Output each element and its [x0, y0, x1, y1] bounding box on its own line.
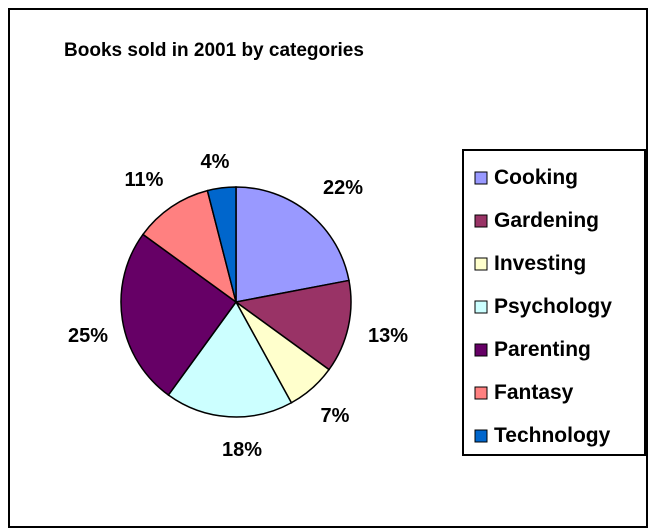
legend-item-investing: Investing — [474, 252, 586, 275]
legend-label-fantasy: Fantasy — [494, 381, 574, 404]
legend-items: Cooking Gardening Investing Psychology Paren… — [474, 166, 612, 447]
pie-slices — [120, 186, 352, 418]
legend-label-psychology: Psychology — [494, 295, 612, 318]
pie-chart: Books sold in 2001 by categories 22% 13% 7… — [64, 40, 646, 461]
legend-label-investing: Investing — [494, 252, 586, 275]
slice-label-cooking: 22% — [323, 177, 363, 199]
slice-label-gardening: 13% — [368, 325, 408, 347]
legend: Cooking Gardening Investing Psychology Paren… — [462, 149, 646, 456]
legend-item-psychology: Psychology — [474, 295, 612, 318]
legend-swatch-gardening — [474, 214, 488, 228]
pie-slice-fantasy — [141, 189, 238, 304]
legend-item-technology: Technology — [474, 424, 611, 447]
legend-label-gardening: Gardening — [494, 209, 599, 232]
legend-item-cooking: Cooking — [474, 166, 578, 189]
legend-label-parenting: Parenting — [494, 338, 591, 361]
pie-slice-technology — [206, 186, 237, 303]
slice-label-psychology: 18% — [222, 439, 262, 461]
legend-box — [462, 149, 646, 456]
legend-swatch-investing — [474, 257, 488, 271]
chart-title: Books sold in 2001 by categories — [64, 40, 364, 61]
legend-swatch-technology — [474, 429, 488, 443]
legend-swatch-fantasy — [474, 386, 488, 400]
chart-frame: Books sold in 2001 by categories 22% 13% 7… — [8, 8, 648, 528]
legend-swatch-psychology — [474, 300, 488, 314]
slice-label-investing: 7% — [321, 405, 350, 427]
slice-label-parenting: 25% — [68, 325, 108, 347]
slice-label-fantasy: 11% — [125, 169, 164, 191]
legend-label-technology: Technology — [494, 424, 611, 447]
pie-slice-cooking — [235, 186, 350, 303]
pie-slice-psychology — [167, 300, 293, 418]
pie-slice-parenting — [120, 233, 238, 397]
legend-item-fantasy: Fantasy — [474, 381, 574, 404]
slice-labels: 22% 13% 7% 18% 25% 11% 4% — [68, 151, 408, 461]
legend-item-gardening: Gardening — [474, 209, 599, 232]
legend-swatch-parenting — [474, 343, 488, 357]
slice-label-technology: 4% — [201, 151, 230, 173]
legend-item-parenting: Parenting — [474, 338, 591, 361]
pie-slice-gardening — [234, 279, 352, 371]
legend-label-cooking: Cooking — [494, 166, 578, 189]
legend-swatch-cooking — [474, 171, 488, 185]
